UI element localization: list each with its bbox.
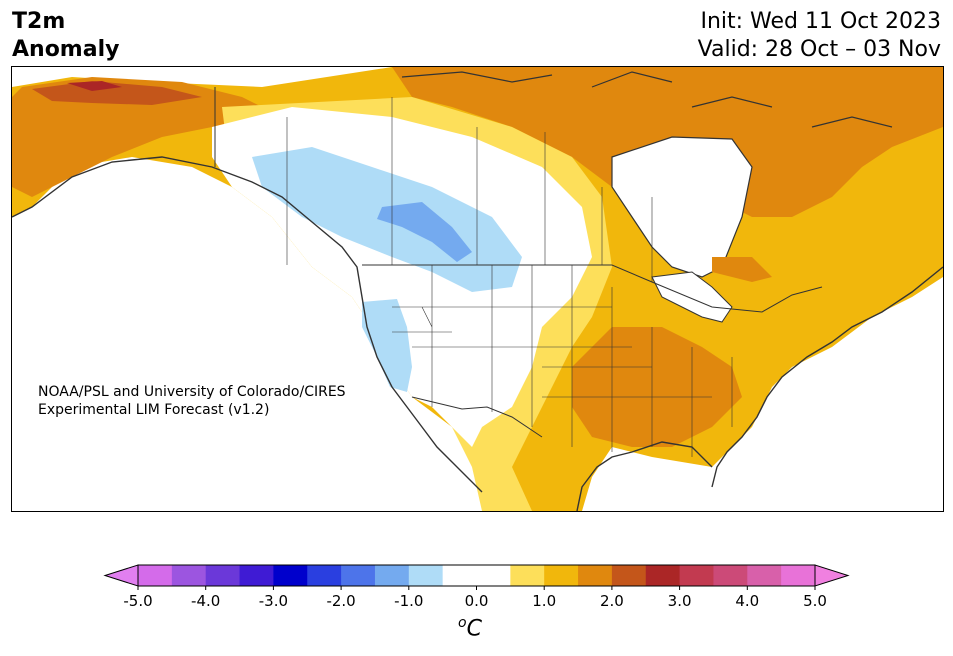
unit-symbol: C [466, 616, 482, 642]
forecast-dates: Init: Wed 11 Oct 2023 Valid: 28 Oct – 03… [698, 8, 941, 64]
arctic-islands [401, 71, 893, 128]
colorbar-segment [476, 565, 511, 586]
colorbar-tick-label: -3.0 [259, 592, 288, 610]
province-lines [286, 97, 653, 282]
colorbar-tick-label: 2.0 [600, 592, 624, 610]
colorbar-segment [239, 565, 274, 586]
coastline-gulf [576, 441, 713, 511]
unit-label: oC [458, 615, 482, 641]
colorbar-segment [408, 565, 444, 586]
colorbar-segment [713, 565, 748, 586]
colorbar-extend-low [103, 564, 139, 587]
colorbar-segment [171, 565, 207, 586]
colorbar-segment [341, 565, 376, 586]
credit-line2: Experimental LIM Forecast (v1.2) [38, 402, 270, 418]
colorbar-segment [307, 565, 342, 586]
title-line1: T2m [12, 9, 66, 34]
source-credit: NOAA/PSL and University of Colorado/CIRE… [38, 383, 346, 419]
anomaly-orange-east [572, 327, 742, 447]
colorbar-segment [578, 565, 613, 586]
colorbar-segment [747, 565, 782, 586]
colorbar-tick-label: -2.0 [326, 592, 355, 610]
colorbar-segment [544, 565, 579, 586]
coastline-east [711, 266, 943, 488]
anomaly-blue-canada [377, 202, 472, 262]
colorbar-tick-label: 4.0 [735, 592, 759, 610]
border-us-mexico [411, 396, 543, 438]
colorbar-segment [442, 565, 477, 586]
title-line2: Anomaly [12, 37, 120, 62]
init-date: Init: Wed 11 Oct 2023 [700, 9, 941, 34]
colorbar-tick-label: -5.0 [123, 592, 152, 610]
colorbar-segment [138, 565, 173, 586]
unit-degree: o [458, 615, 467, 631]
colorbar-segment [781, 565, 816, 586]
colorbar-tick-label: 5.0 [803, 592, 827, 610]
valid-range: Valid: 28 Oct – 03 Nov [697, 37, 941, 62]
colorbar: -5.0 -4.0 -3.0 -2.0 -1.0 0.0 1.0 2.0 3.0 4.0 5.0 [0, 560, 953, 656]
state-lines [392, 265, 733, 457]
colorbar-segment [645, 565, 681, 586]
colorbar-segment [374, 565, 410, 586]
colorbar-segment [679, 565, 714, 586]
map-title: T2m Anomaly [12, 8, 119, 64]
colorbar-tick-label: 0.0 [465, 592, 489, 610]
anomaly-darkorange-alaska [32, 81, 202, 105]
anomaly-orange-alaska [12, 77, 272, 197]
credit-line1: NOAA/PSL and University of Colorado/CIRE… [38, 384, 346, 400]
border-us-canada [362, 264, 823, 313]
colorbar-tick-label: 3.0 [668, 592, 692, 610]
colorbar-segment [611, 565, 647, 586]
anomaly-map [11, 66, 944, 512]
great-lakes [651, 271, 733, 323]
colorbar-tick-label: 1.0 [532, 592, 556, 610]
colorbar-svg: -5.0 -4.0 -3.0 -2.0 -1.0 0.0 1.0 2.0 3.0 4.0 5.0 [103, 564, 850, 610]
anomaly-red-alaska [67, 81, 122, 91]
colorbar-tick-label: -4.0 [191, 592, 220, 610]
anomaly-orange-quebec [712, 257, 772, 282]
map-canvas [12, 67, 943, 511]
colorbar-tick-label: -1.0 [394, 592, 423, 610]
colorbar-extend-high [814, 564, 850, 587]
anomaly-lightblue-pacific-nw [362, 299, 412, 392]
colorbar-segment [205, 565, 241, 586]
colorbar-segment [510, 565, 545, 586]
coastline-west [12, 156, 483, 493]
colorbar-segment [273, 565, 308, 586]
